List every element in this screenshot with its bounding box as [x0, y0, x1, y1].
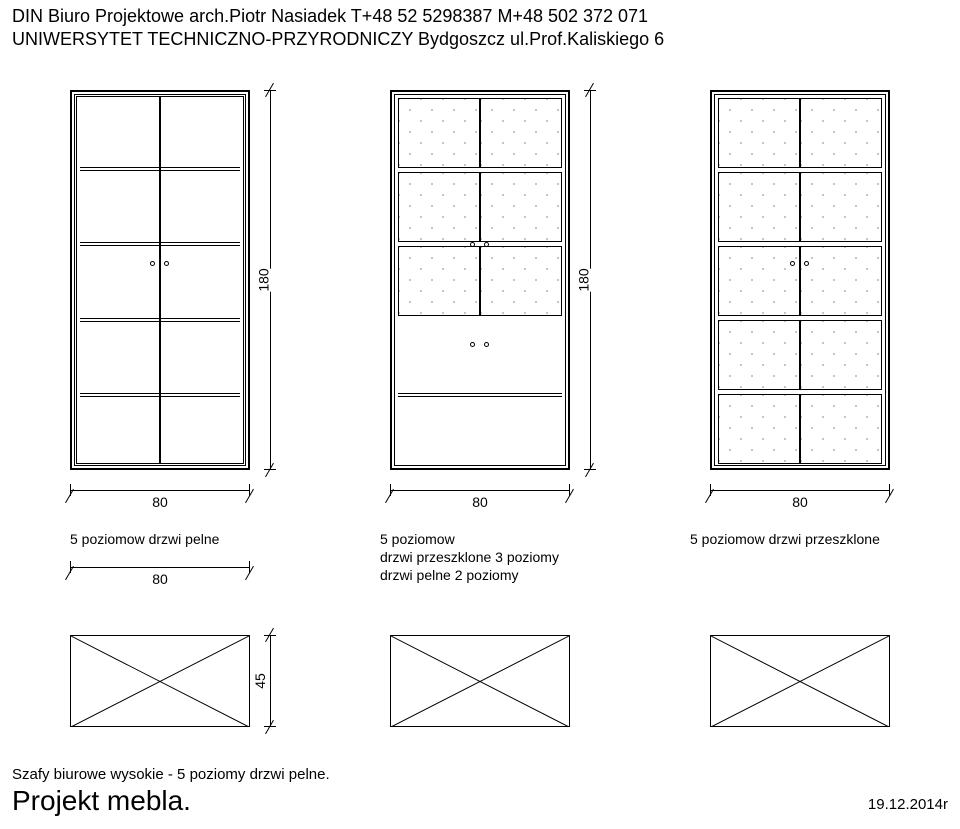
plan-2	[390, 635, 570, 727]
dim-horizontal-extra: 80	[70, 567, 250, 568]
cabinet-1	[70, 90, 250, 470]
footer-date: 19.12.2014r	[868, 796, 948, 813]
dim-label-180-b: 180	[576, 268, 592, 291]
caption-cab1: 5 poziomow drzwi pelne	[70, 530, 219, 548]
cabinet-2	[390, 90, 570, 470]
cabinet-1-door-left	[76, 96, 160, 464]
header-line-2: UNIWERSYTET TECHNICZNO-PRZYRODNICZY Bydg…	[12, 28, 664, 51]
dim-vertical-cab2: 180	[590, 90, 591, 470]
header-line-1: DIN Biuro Projektowe arch.Piotr Nasiadek…	[12, 5, 664, 28]
cabinet-group-3: 80	[710, 90, 890, 470]
footer-subtitle: Szafy biurowe wysokie - 5 poziomy drzwi …	[12, 766, 948, 783]
cabinet-3	[710, 90, 890, 470]
caption-cab2: 5 poziomow drzwi przeszklone 3 poziomy d…	[380, 530, 559, 585]
plan-wrap-1: 45	[70, 635, 250, 727]
page-header: DIN Biuro Projektowe arch.Piotr Nasiadek…	[12, 5, 664, 50]
cabinet-group-2: 180 80	[390, 90, 570, 470]
dim-horizontal-cab3: 80	[710, 490, 890, 491]
drawing-area: 180 80	[0, 80, 960, 780]
dim-label-80-b: 80	[472, 494, 488, 510]
footer-title: Projekt mebla.	[12, 785, 948, 817]
dim-label-80-a: 80	[152, 494, 168, 510]
dim-vertical-plan: 45	[270, 635, 271, 727]
caption-cab2-line3: drzwi pelne 2 poziomy	[380, 566, 559, 584]
dim-label-80-d: 80	[152, 571, 168, 587]
cabinets-row: 180 80	[0, 90, 960, 470]
caption-cab3: 5 poziomow drzwi przeszklone	[690, 530, 880, 548]
plan-views-row: 45	[0, 635, 960, 727]
dim-label-80-c: 80	[792, 494, 808, 510]
dim-vertical-cab1: 180	[270, 90, 271, 470]
cabinet-1-door-right	[160, 96, 244, 464]
dim-horizontal-cab2: 80	[390, 490, 570, 491]
plan-3	[710, 635, 890, 727]
caption-cab2-line2: drzwi przeszklone 3 poziomy	[380, 548, 559, 566]
plan-wrap-3	[710, 635, 890, 727]
plan-wrap-2	[390, 635, 570, 727]
caption-cab2-line1: 5 poziomow	[380, 530, 559, 548]
cabinet-group-1: 180 80	[70, 90, 250, 470]
dim-label-45: 45	[252, 673, 268, 689]
dim-label-180-a: 180	[256, 268, 272, 291]
dim-horizontal-cab1: 80	[70, 490, 250, 491]
page-footer: Szafy biurowe wysokie - 5 poziomy drzwi …	[12, 766, 948, 817]
plan-1	[70, 635, 250, 727]
